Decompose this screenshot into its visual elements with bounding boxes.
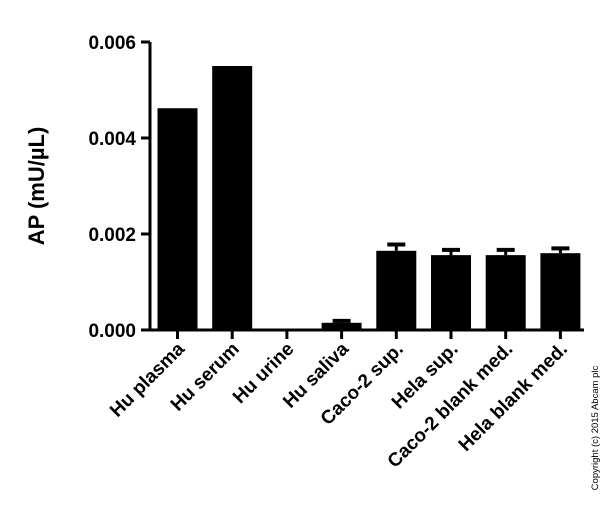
y-axis-title: AP (mU/µL) [24, 127, 49, 246]
y-tick-label: 0.002 [88, 225, 136, 246]
x-axis-ticks [176, 330, 562, 339]
bar [212, 66, 253, 330]
y-tick-label: 0.000 [88, 321, 136, 342]
bar [431, 255, 471, 330]
error-bars [332, 242, 570, 323]
y-axis-ticks: 0.000 0.002 0.004 0.006 [88, 33, 150, 342]
bars [157, 66, 581, 331]
bar [321, 322, 362, 330]
copyright-text: Copyright (c) 2015 Abcam plc [590, 365, 600, 490]
y-tick-label: 0.004 [88, 129, 136, 150]
bar [157, 108, 198, 331]
bar [485, 255, 526, 330]
bar [376, 250, 417, 330]
y-tick-label: 0.006 [88, 33, 136, 54]
bar [540, 253, 581, 330]
